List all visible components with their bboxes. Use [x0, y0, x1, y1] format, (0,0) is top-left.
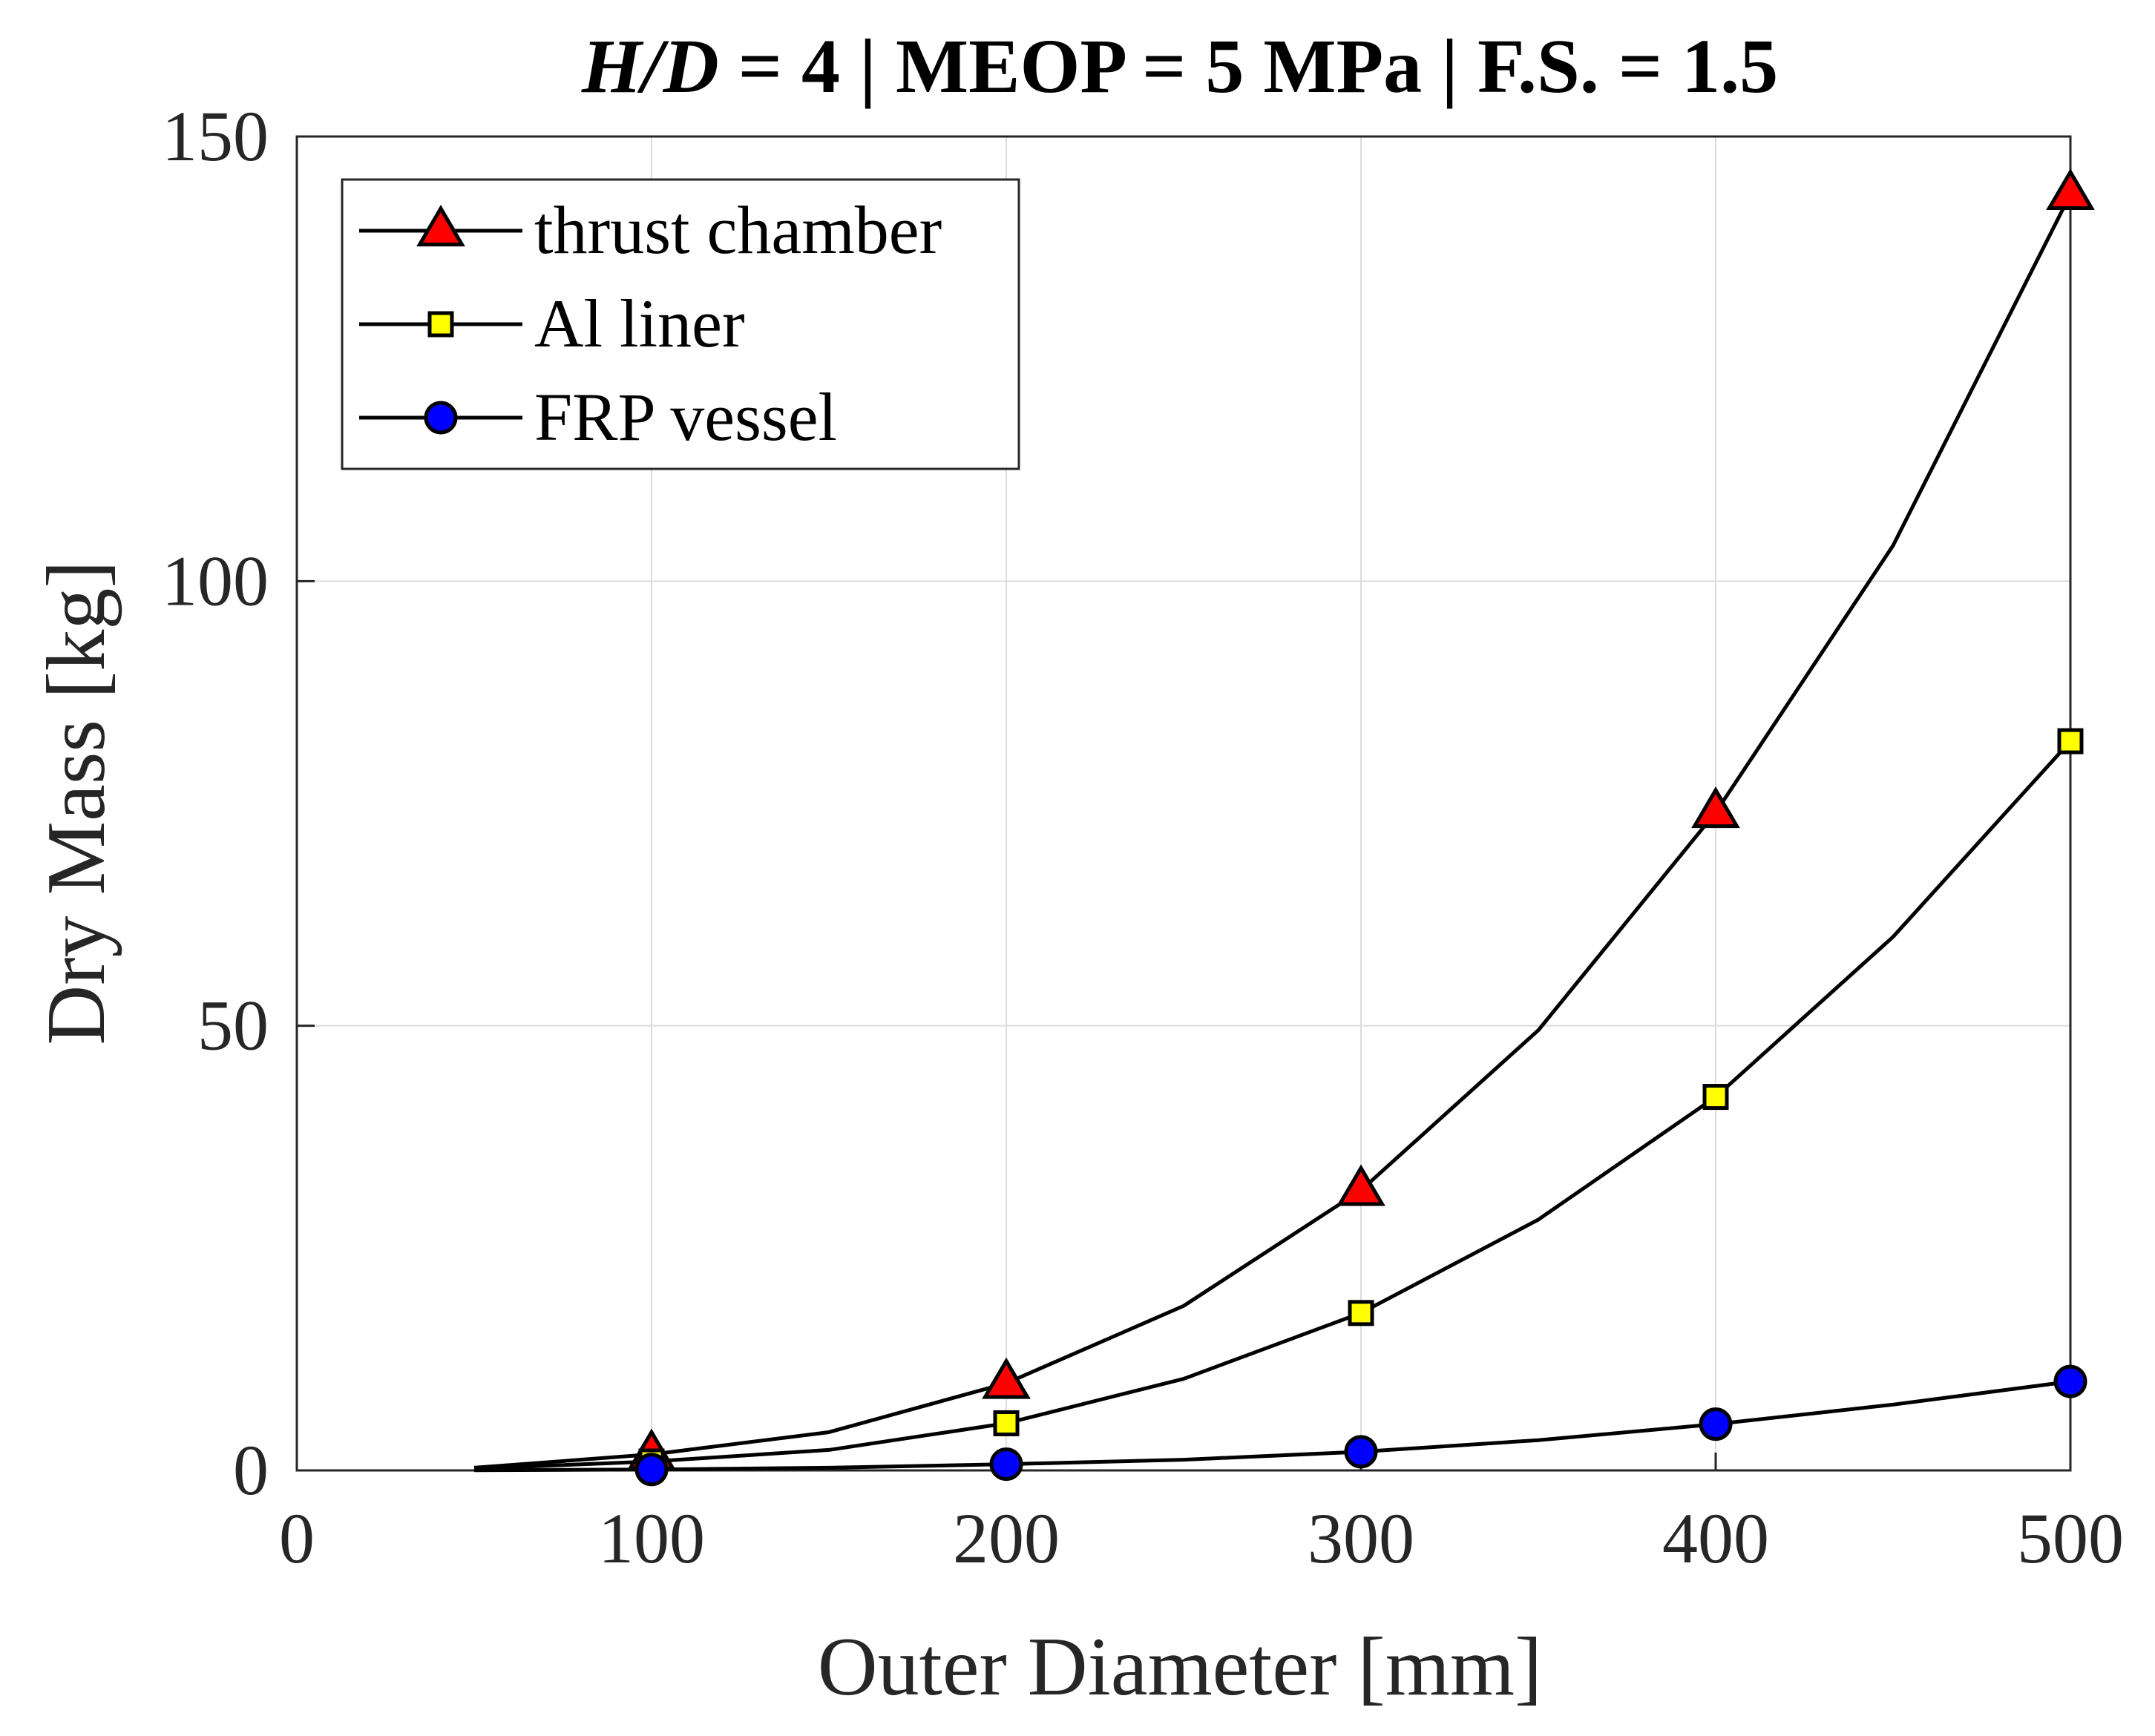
series-group	[473, 168, 2095, 1487]
data-point-frp-vessel	[1344, 1435, 1378, 1469]
data-point-frp-vessel	[989, 1447, 1023, 1482]
x-tick-label: 300	[1308, 1499, 1414, 1578]
x-tick-label: 100	[598, 1499, 705, 1578]
series-line-al-liner	[473, 740, 2072, 1471]
chart-title: H/D = 4 | MEOP = 5 MPa | F.S. = 1.5	[581, 24, 1778, 109]
data-point-al-liner	[1348, 1300, 1374, 1326]
legend-label-al-liner: Al liner	[534, 286, 745, 361]
x-tick-label: 200	[953, 1499, 1060, 1578]
legend-marker-thrust-chamber	[416, 205, 465, 247]
data-point-thrust-chamber	[2046, 168, 2095, 211]
legend-entries: thrust chamber Al liner FRP vessel	[359, 192, 942, 455]
chart-title-italic: H/D	[581, 24, 719, 109]
series-frp-vessel	[473, 1364, 2087, 1487]
y-tick-label: 100	[162, 541, 269, 620]
data-point-frp-vessel	[1699, 1407, 1733, 1441]
series-thrust-chamber	[473, 168, 2095, 1470]
axes: 0 100 200 300 400 500 0 50 100 150	[162, 96, 2124, 1578]
data-point-thrust-chamber	[1336, 1164, 1385, 1206]
legend-marker-frp-vessel	[424, 401, 458, 435]
series-line-thrust-chamber	[473, 193, 2073, 1470]
legend: thrust chamber Al liner FRP vessel	[341, 178, 1020, 470]
legend-marker-al-liner	[427, 311, 454, 338]
series-al-liner	[473, 728, 2084, 1475]
data-point-thrust-chamber	[1691, 786, 1740, 829]
data-point-thrust-chamber	[982, 1357, 1031, 1399]
y-tick-label: 0	[233, 1430, 269, 1510]
legend-label-frp-vessel: FRP vessel	[534, 379, 837, 455]
data-point-frp-vessel	[634, 1453, 669, 1487]
x-tick-label: 500	[2017, 1499, 2124, 1578]
legend-entry-thrust-chamber: thrust chamber	[359, 192, 942, 268]
legend-label-thrust-chamber: thrust chamber	[534, 192, 942, 268]
x-tick-label: 400	[1662, 1499, 1769, 1578]
x-axis-label: Outer Diameter [mm]	[818, 1621, 1543, 1713]
y-tick-label: 50	[197, 986, 269, 1065]
data-point-al-liner	[2057, 728, 2084, 754]
chart-title-rest: = 4 | MEOP = 5 MPa | F.S. = 1.5	[719, 24, 1778, 109]
y-axis-label: Dry Mass [kg]	[30, 560, 122, 1045]
plot-area-frame	[295, 135, 2072, 1472]
x-tick-label: 0	[279, 1499, 315, 1578]
legend-entry-frp-vessel: FRP vessel	[359, 379, 837, 455]
data-point-frp-vessel	[2053, 1364, 2087, 1398]
y-tick-label: 150	[162, 96, 269, 176]
legend-entry-al-liner: Al liner	[359, 286, 745, 361]
series-line-frp-vessel	[473, 1379, 2071, 1473]
data-point-al-liner	[1702, 1084, 1729, 1111]
data-point-al-liner	[993, 1410, 1020, 1436]
